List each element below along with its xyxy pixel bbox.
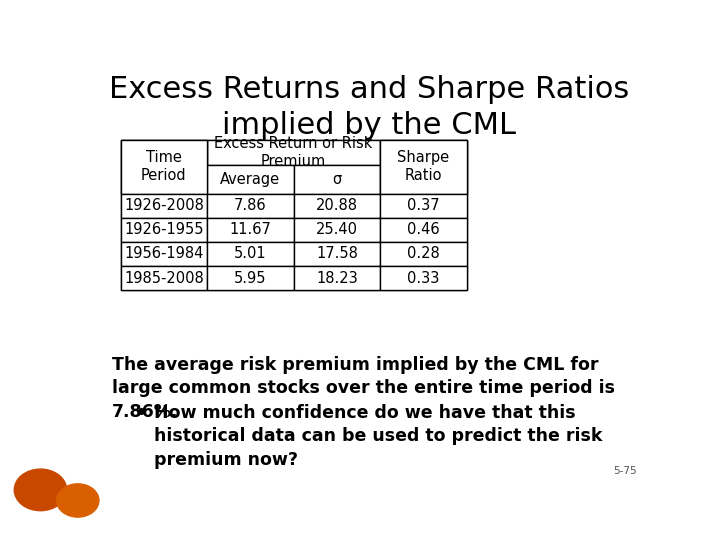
Bar: [121, 194, 207, 218]
Bar: [294, 194, 380, 218]
Bar: [380, 165, 467, 194]
Bar: [207, 140, 380, 165]
Bar: [380, 266, 467, 290]
Text: 17.58: 17.58: [316, 246, 358, 261]
Text: 1926-1955: 1926-1955: [124, 222, 204, 238]
Bar: [121, 266, 207, 290]
Bar: [294, 266, 380, 290]
Text: 0.28: 0.28: [407, 246, 440, 261]
Text: Average: Average: [220, 172, 281, 187]
Text: How much confidence do we have that this
historical data can be used to predict : How much confidence do we have that this…: [154, 404, 603, 469]
Text: 1956-1984: 1956-1984: [125, 246, 204, 261]
Text: 5.01: 5.01: [234, 246, 266, 261]
Text: 1985-2008: 1985-2008: [124, 271, 204, 286]
Text: 0.46: 0.46: [407, 222, 440, 238]
Text: 11.67: 11.67: [230, 222, 271, 238]
Text: 0.33: 0.33: [408, 271, 440, 286]
Text: 18.23: 18.23: [316, 271, 358, 286]
Text: Time
Period: Time Period: [141, 151, 186, 183]
Bar: [380, 194, 467, 218]
Bar: [294, 218, 380, 242]
Text: 20.88: 20.88: [316, 198, 358, 213]
Text: 7.86: 7.86: [234, 198, 266, 213]
Text: 5-75: 5-75: [613, 467, 637, 476]
Text: The average risk premium implied by the CML for
large common stocks over the ent: The average risk premium implied by the …: [112, 356, 616, 421]
Text: 25.40: 25.40: [316, 222, 358, 238]
Text: σ: σ: [333, 172, 341, 187]
Ellipse shape: [57, 484, 99, 517]
Bar: [121, 218, 207, 242]
Bar: [294, 165, 380, 194]
Text: 0.37: 0.37: [407, 198, 440, 213]
Ellipse shape: [14, 469, 67, 511]
Bar: [121, 165, 207, 194]
Bar: [121, 242, 207, 266]
Bar: [380, 140, 467, 165]
Bar: [121, 140, 207, 165]
Text: •: •: [134, 404, 147, 423]
Bar: [121, 140, 467, 290]
Text: Excess Returns and Sharpe Ratios
implied by the CML: Excess Returns and Sharpe Ratios implied…: [109, 75, 629, 140]
Text: 5.95: 5.95: [234, 271, 266, 286]
Bar: [207, 242, 294, 266]
Text: Excess Return or Risk
Premium: Excess Return or Risk Premium: [215, 136, 373, 168]
Bar: [121, 140, 207, 194]
Text: Sharpe
Ratio: Sharpe Ratio: [397, 151, 449, 183]
Bar: [207, 218, 294, 242]
Bar: [207, 165, 294, 194]
Bar: [207, 266, 294, 290]
Bar: [207, 194, 294, 218]
Bar: [380, 140, 467, 194]
Bar: [380, 242, 467, 266]
Text: 1926-2008: 1926-2008: [124, 198, 204, 213]
Bar: [294, 242, 380, 266]
Bar: [380, 218, 467, 242]
